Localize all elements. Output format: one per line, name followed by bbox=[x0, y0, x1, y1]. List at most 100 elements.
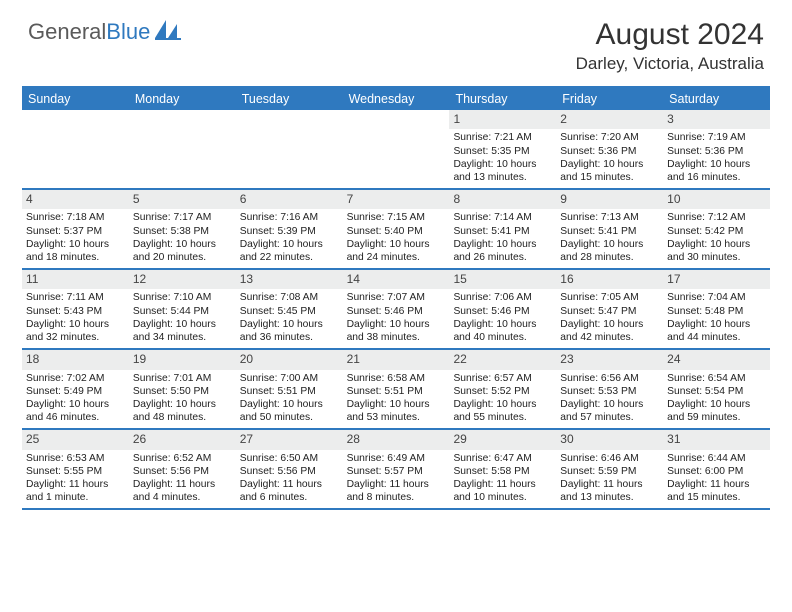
day-cell bbox=[343, 110, 450, 188]
sunrise-text: Sunrise: 7:07 AM bbox=[347, 291, 446, 304]
sunset-text: Sunset: 5:43 PM bbox=[26, 305, 125, 318]
sunrise-text: Sunrise: 7:19 AM bbox=[667, 131, 766, 144]
weekday-header: Thursday bbox=[449, 88, 556, 110]
daylight-text: Daylight: 10 hours and 20 minutes. bbox=[133, 238, 232, 264]
logo-part1: General bbox=[28, 19, 106, 44]
day-number: 3 bbox=[663, 110, 770, 129]
day-cell: 9Sunrise: 7:13 AMSunset: 5:41 PMDaylight… bbox=[556, 190, 663, 268]
week-row: 4Sunrise: 7:18 AMSunset: 5:37 PMDaylight… bbox=[22, 190, 770, 270]
day-cell: 22 Sunrise: 6:57 AMSunset: 5:52 PMDayligh… bbox=[449, 350, 556, 428]
sunset-text: Sunset: 5:51 PM bbox=[240, 385, 339, 398]
sunset-text: Sunset: 6:00 PM bbox=[667, 465, 766, 478]
sunset-text: Sunset: 5:56 PM bbox=[240, 465, 339, 478]
sunset-text: Sunset: 5:40 PM bbox=[347, 225, 446, 238]
daylight-text: Daylight: 10 hours and 30 minutes. bbox=[667, 238, 766, 264]
daylight-text: Daylight: 10 hours and 48 minutes. bbox=[133, 398, 232, 424]
day-number: 25 bbox=[22, 430, 129, 449]
day-cell: 14Sunrise: 7:07 AMSunset: 5:46 PMDayligh… bbox=[343, 270, 450, 348]
day-cell: 1Sunrise: 7:21 AMSunset: 5:35 PMDaylight… bbox=[449, 110, 556, 188]
day-cell: 26Sunrise: 6:52 AMSunset: 5:56 PMDayligh… bbox=[129, 430, 236, 508]
sunset-text: Sunset: 5:44 PM bbox=[133, 305, 232, 318]
day-number: 20 bbox=[236, 350, 343, 369]
daylight-text: Daylight: 11 hours and 13 minutes. bbox=[560, 478, 659, 504]
daylight-text: Daylight: 10 hours and 57 minutes. bbox=[560, 398, 659, 424]
day-cell bbox=[22, 110, 129, 188]
day-cell: 19 Sunrise: 7:01 AMSunset: 5:50 PMDayligh… bbox=[129, 350, 236, 428]
sunset-text: Sunset: 5:52 PM bbox=[453, 385, 552, 398]
sunset-text: Sunset: 5:45 PM bbox=[240, 305, 339, 318]
daylight-text: Daylight: 10 hours and 53 minutes. bbox=[347, 398, 446, 424]
daylight-text: Daylight: 10 hours and 44 minutes. bbox=[667, 318, 766, 344]
day-number: 16 bbox=[556, 270, 663, 289]
sunset-text: Sunset: 5:50 PM bbox=[133, 385, 232, 398]
day-cell: 28Sunrise: 6:49 AMSunset: 5:57 PMDayligh… bbox=[343, 430, 450, 508]
sunrise-text: Sunrise: 7:11 AM bbox=[26, 291, 125, 304]
sunrise-text: Sunrise: 7:02 AM bbox=[26, 372, 125, 385]
logo-part2: Blue bbox=[106, 19, 150, 44]
sunrise-text: Sunrise: 6:47 AM bbox=[453, 452, 552, 465]
sunset-text: Sunset: 5:58 PM bbox=[453, 465, 552, 478]
sunrise-text: Sunrise: 7:16 AM bbox=[240, 211, 339, 224]
daylight-text: Daylight: 10 hours and 28 minutes. bbox=[560, 238, 659, 264]
weekday-header: Sunday bbox=[22, 88, 129, 110]
day-cell: 15Sunrise: 7:06 AMSunset: 5:46 PMDayligh… bbox=[449, 270, 556, 348]
sunrise-text: Sunrise: 7:17 AM bbox=[133, 211, 232, 224]
day-cell: 5Sunrise: 7:17 AMSunset: 5:38 PMDaylight… bbox=[129, 190, 236, 268]
day-cell: 25Sunrise: 6:53 AMSunset: 5:55 PMDayligh… bbox=[22, 430, 129, 508]
daylight-text: Daylight: 10 hours and 50 minutes. bbox=[240, 398, 339, 424]
sunset-text: Sunset: 5:53 PM bbox=[560, 385, 659, 398]
week-row: 11Sunrise: 7:11 AMSunset: 5:43 PMDayligh… bbox=[22, 270, 770, 350]
sunrise-text: Sunrise: 6:57 AM bbox=[453, 372, 552, 385]
sunrise-text: Sunrise: 6:52 AM bbox=[133, 452, 232, 465]
daylight-text: Daylight: 10 hours and 24 minutes. bbox=[347, 238, 446, 264]
day-number: 22 bbox=[449, 350, 556, 369]
daylight-text: Daylight: 11 hours and 10 minutes. bbox=[453, 478, 552, 504]
sunset-text: Sunset: 5:55 PM bbox=[26, 465, 125, 478]
sunset-text: Sunset: 5:57 PM bbox=[347, 465, 446, 478]
day-cell bbox=[129, 110, 236, 188]
weekday-header: Tuesday bbox=[236, 88, 343, 110]
sunset-text: Sunset: 5:36 PM bbox=[667, 145, 766, 158]
day-number: 2 bbox=[556, 110, 663, 129]
sunrise-text: Sunrise: 7:01 AM bbox=[133, 372, 232, 385]
daylight-text: Daylight: 10 hours and 36 minutes. bbox=[240, 318, 339, 344]
weeks-container: 1Sunrise: 7:21 AMSunset: 5:35 PMDaylight… bbox=[22, 110, 770, 510]
sunrise-text: Sunrise: 6:50 AM bbox=[240, 452, 339, 465]
day-number: 13 bbox=[236, 270, 343, 289]
sunset-text: Sunset: 5:48 PM bbox=[667, 305, 766, 318]
sunrise-text: Sunrise: 6:44 AM bbox=[667, 452, 766, 465]
sunrise-text: Sunrise: 7:10 AM bbox=[133, 291, 232, 304]
day-number: 18 bbox=[22, 350, 129, 369]
day-number: 27 bbox=[236, 430, 343, 449]
day-cell: 17Sunrise: 7:04 AMSunset: 5:48 PMDayligh… bbox=[663, 270, 770, 348]
sunrise-text: Sunrise: 6:58 AM bbox=[347, 372, 446, 385]
daylight-text: Daylight: 10 hours and 26 minutes. bbox=[453, 238, 552, 264]
day-number: 28 bbox=[343, 430, 450, 449]
sunset-text: Sunset: 5:41 PM bbox=[560, 225, 659, 238]
weekday-header-row: Sunday Monday Tuesday Wednesday Thursday… bbox=[22, 88, 770, 110]
day-cell: 21Sunrise: 6:58 AMSunset: 5:51 PMDayligh… bbox=[343, 350, 450, 428]
sunrise-text: Sunrise: 6:46 AM bbox=[560, 452, 659, 465]
sail-icon bbox=[155, 20, 181, 45]
logo-text: GeneralBlue bbox=[28, 19, 150, 45]
day-number: 19 bbox=[129, 350, 236, 369]
day-number: 17 bbox=[663, 270, 770, 289]
sunset-text: Sunset: 5:49 PM bbox=[26, 385, 125, 398]
day-cell bbox=[236, 110, 343, 188]
day-number: 23 bbox=[556, 350, 663, 369]
weekday-header: Monday bbox=[129, 88, 236, 110]
sunrise-text: Sunrise: 6:54 AM bbox=[667, 372, 766, 385]
day-number: 15 bbox=[449, 270, 556, 289]
daylight-text: Daylight: 11 hours and 4 minutes. bbox=[133, 478, 232, 504]
daylight-text: Daylight: 10 hours and 13 minutes. bbox=[453, 158, 552, 184]
sunset-text: Sunset: 5:36 PM bbox=[560, 145, 659, 158]
day-number: 8 bbox=[449, 190, 556, 209]
day-cell: 4Sunrise: 7:18 AMSunset: 5:37 PMDaylight… bbox=[22, 190, 129, 268]
daylight-text: Daylight: 10 hours and 55 minutes. bbox=[453, 398, 552, 424]
weekday-header: Friday bbox=[556, 88, 663, 110]
page-header: GeneralBlue August 2024 Darley, Victoria… bbox=[0, 0, 792, 80]
daylight-text: Daylight: 10 hours and 40 minutes. bbox=[453, 318, 552, 344]
day-cell: 23Sunrise: 6:56 AMSunset: 5:53 PMDayligh… bbox=[556, 350, 663, 428]
day-number: 26 bbox=[129, 430, 236, 449]
sunset-text: Sunset: 5:46 PM bbox=[453, 305, 552, 318]
